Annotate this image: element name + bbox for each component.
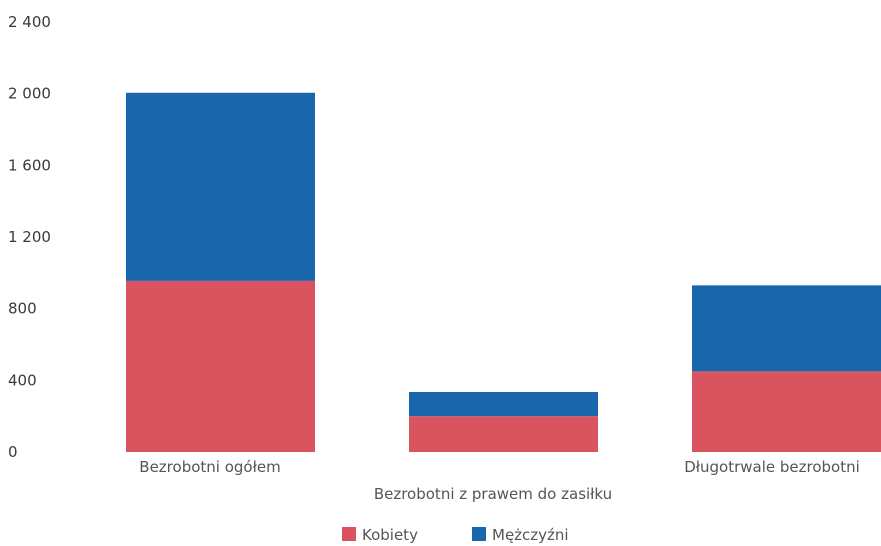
legend: Kobiety Mężczyźni	[342, 526, 569, 544]
bars-layer	[126, 92, 881, 452]
y-tick-label: 2 400	[8, 13, 51, 31]
y-tick-label: 1 200	[8, 228, 51, 246]
bar-mezczyzni-2	[692, 285, 881, 372]
y-tick-label: 2 000	[8, 85, 51, 103]
legend-label: Mężczyźni	[492, 526, 569, 544]
y-tick-label: 0	[8, 443, 18, 461]
x-axis: Bezrobotni ogółem Bezrobotni z prawem do …	[139, 458, 860, 503]
y-tick-label: 1 600	[8, 156, 51, 174]
legend-label: Kobiety	[362, 526, 418, 544]
bar-kobiety-0	[126, 280, 315, 452]
legend-swatch-kobiety	[342, 527, 356, 541]
y-tick-label: 400	[8, 371, 37, 389]
category-label: Długotrwale bezrobotni	[684, 458, 860, 476]
category-label: Bezrobotni z prawem do zasiłku	[374, 485, 612, 503]
bar-mezczyzni-0	[126, 92, 315, 281]
y-axis: 0 400 800 1 200 1 600 2 000 2 400	[8, 13, 51, 461]
category-label: Bezrobotni ogółem	[139, 458, 280, 476]
y-tick-label: 800	[8, 300, 37, 318]
bar-kobiety-1	[409, 416, 598, 452]
legend-swatch-mezczyzni	[472, 527, 486, 541]
bar-mezczyzni-1	[409, 391, 598, 417]
bar-kobiety-2	[692, 371, 881, 452]
